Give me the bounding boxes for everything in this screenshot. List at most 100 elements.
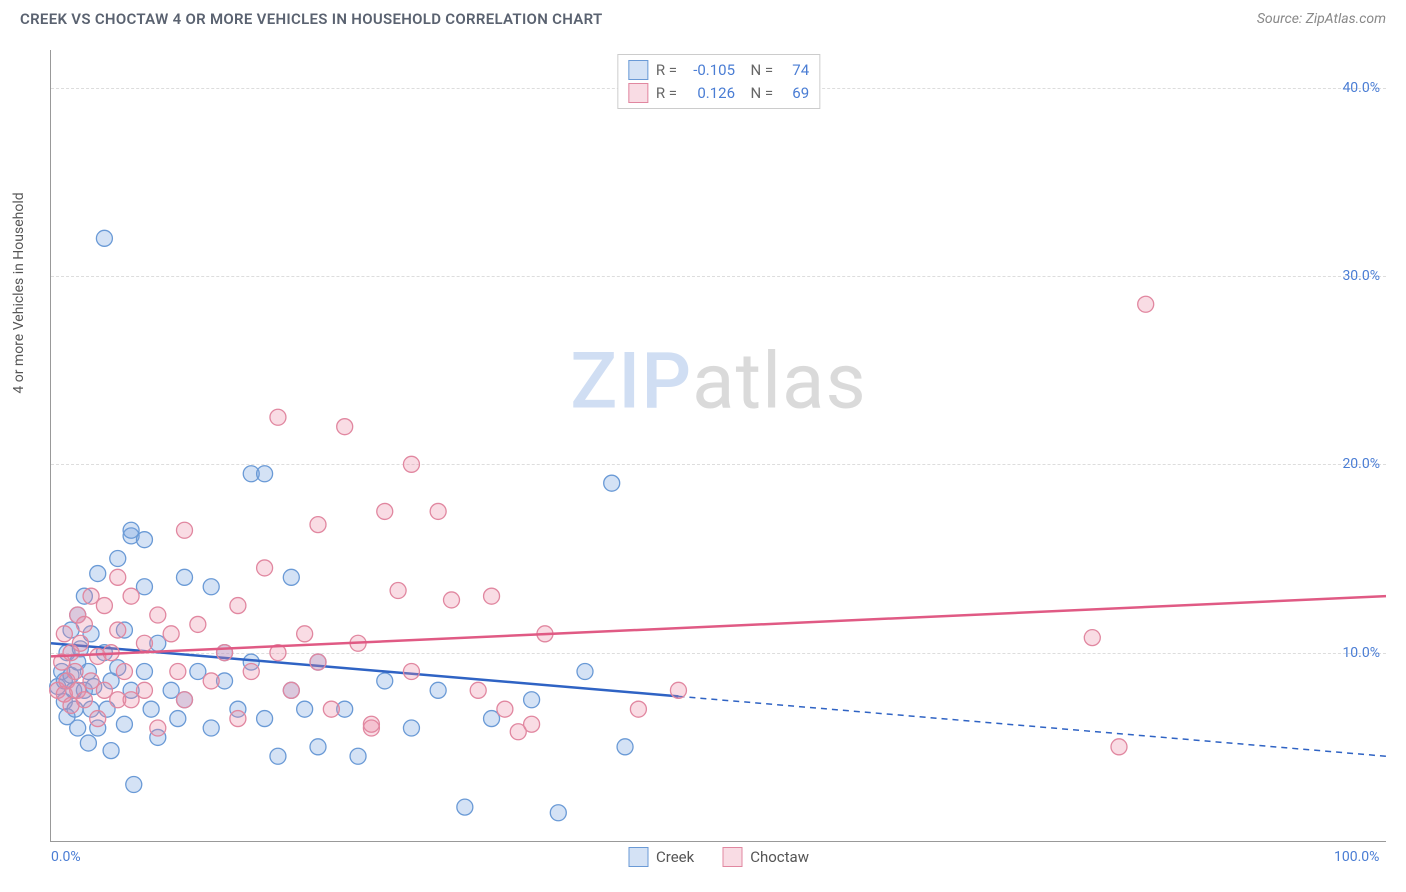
chart-title: CREEK VS CHOCTAW 4 OR MORE VEHICLES IN H… <box>20 10 603 28</box>
data-point <box>170 711 186 727</box>
data-point <box>457 799 473 815</box>
data-point <box>177 692 193 708</box>
legend-swatch-choctaw <box>722 847 742 867</box>
data-point <box>430 682 446 698</box>
data-point <box>550 805 566 821</box>
n-value-choctaw: 69 <box>781 82 809 105</box>
data-point <box>230 598 246 614</box>
data-point <box>76 692 92 708</box>
data-point <box>230 711 246 727</box>
data-point <box>203 673 219 689</box>
data-point <box>96 598 112 614</box>
legend-label-creek: Creek <box>656 848 694 866</box>
data-point <box>72 635 88 651</box>
data-point <box>136 635 152 651</box>
data-point <box>390 583 406 599</box>
data-point <box>203 720 219 736</box>
swatch-choctaw <box>628 83 648 103</box>
data-point <box>163 626 179 642</box>
n-label: N = <box>743 59 773 82</box>
data-point <box>1084 630 1100 646</box>
regression-line-extrapolated <box>678 696 1386 756</box>
data-point <box>283 569 299 585</box>
correlation-stats-box: R = -0.105 N = 74 R = 0.126 N = 69 <box>617 54 820 109</box>
x-tick-label: 100.0% <box>1334 849 1379 865</box>
data-point <box>283 682 299 698</box>
data-point <box>76 616 92 632</box>
data-point <box>116 716 132 732</box>
y-axis-label: 4 or more Vehicles in Household <box>11 192 27 393</box>
legend: Creek Choctaw <box>628 847 809 867</box>
data-point <box>497 701 513 717</box>
data-point <box>150 607 166 623</box>
data-point <box>110 569 126 585</box>
data-point <box>90 711 106 727</box>
regression-line <box>51 596 1386 656</box>
data-point <box>136 532 152 548</box>
data-point <box>110 551 126 567</box>
data-point <box>363 716 379 732</box>
data-point <box>670 682 686 698</box>
data-point <box>310 654 326 670</box>
data-point <box>470 682 486 698</box>
swatch-creek <box>628 60 648 80</box>
n-label: N = <box>743 82 773 105</box>
data-point <box>203 579 219 595</box>
data-point <box>150 720 166 736</box>
data-point <box>484 588 500 604</box>
data-point <box>136 664 152 680</box>
data-point <box>257 560 273 576</box>
data-point <box>126 777 142 793</box>
data-point <box>177 569 193 585</box>
r-label: R = <box>656 59 677 82</box>
data-point <box>270 409 286 425</box>
r-value-creek: -0.105 <box>685 59 735 82</box>
data-point <box>377 503 393 519</box>
data-point <box>136 682 152 698</box>
data-point <box>444 592 460 608</box>
x-tick-label: 0.0% <box>51 849 81 865</box>
data-point <box>377 673 393 689</box>
data-point <box>243 664 259 680</box>
data-point <box>617 739 633 755</box>
data-point <box>67 664 83 680</box>
data-point <box>430 503 446 519</box>
data-point <box>604 475 620 491</box>
data-point <box>123 588 139 604</box>
data-point <box>310 517 326 533</box>
data-point <box>1138 296 1154 312</box>
data-point <box>1111 739 1127 755</box>
data-point <box>350 748 366 764</box>
data-point <box>577 664 593 680</box>
legend-item-creek: Creek <box>628 847 694 867</box>
data-point <box>403 664 419 680</box>
data-point <box>257 466 273 482</box>
data-point <box>80 735 96 751</box>
data-point <box>270 748 286 764</box>
chart-plot-area: 4 or more Vehicles in Household ZIPatlas… <box>50 50 1386 842</box>
data-point <box>96 230 112 246</box>
data-point <box>297 626 313 642</box>
r-label: R = <box>656 82 677 105</box>
data-point <box>116 664 132 680</box>
scatter-plot-svg <box>51 50 1386 841</box>
source-attribution: Source: ZipAtlas.com <box>1257 11 1386 27</box>
data-point <box>337 419 353 435</box>
data-point <box>90 566 106 582</box>
data-point <box>524 716 540 732</box>
data-point <box>297 701 313 717</box>
n-value-creek: 74 <box>781 59 809 82</box>
data-point <box>170 664 186 680</box>
stats-row-choctaw: R = 0.126 N = 69 <box>628 82 809 105</box>
data-point <box>177 522 193 538</box>
data-point <box>630 701 646 717</box>
data-point <box>403 720 419 736</box>
data-point <box>403 456 419 472</box>
data-point <box>70 720 86 736</box>
data-point <box>143 701 159 717</box>
legend-label-choctaw: Choctaw <box>750 848 809 866</box>
data-point <box>257 711 273 727</box>
data-point <box>103 743 119 759</box>
data-point <box>190 616 206 632</box>
data-point <box>217 645 233 661</box>
